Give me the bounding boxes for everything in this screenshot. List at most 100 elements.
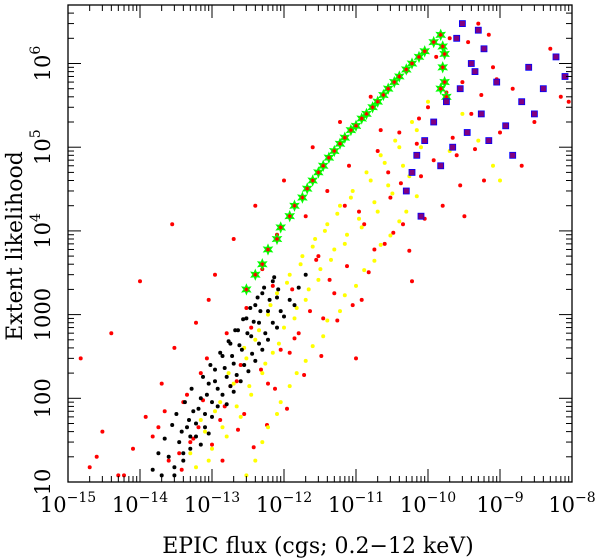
data-point	[338, 309, 342, 314]
data-point	[222, 366, 227, 370]
data-point	[213, 367, 217, 372]
data-point	[292, 316, 297, 321]
data-point	[210, 414, 214, 419]
data-point	[251, 445, 256, 450]
data-point	[244, 316, 249, 321]
data-point	[259, 367, 263, 372]
data-point	[442, 98, 450, 106]
data-point	[310, 145, 315, 150]
data-point	[287, 272, 292, 277]
data-point	[493, 78, 501, 86]
data-point	[372, 200, 377, 205]
data-point	[172, 473, 177, 478]
data-point	[272, 275, 277, 280]
data-point	[226, 371, 231, 376]
data-point	[460, 111, 465, 116]
data-point	[218, 418, 223, 422]
data-point	[362, 268, 367, 273]
data-point	[531, 110, 538, 118]
data-point	[285, 280, 289, 285]
data-point	[262, 285, 267, 290]
data-point	[278, 309, 283, 314]
data-point	[462, 214, 467, 219]
data-point	[203, 425, 207, 430]
data-point	[378, 128, 383, 133]
data-point	[260, 371, 265, 376]
data-point	[94, 454, 99, 459]
data-point	[314, 257, 319, 262]
data-point	[357, 209, 361, 214]
data-point	[220, 392, 225, 397]
data-point	[276, 341, 281, 346]
data-point	[301, 182, 313, 195]
data-point	[253, 358, 258, 363]
data-point	[453, 34, 461, 42]
data-point	[250, 351, 255, 356]
data-point	[150, 434, 155, 439]
data-point	[303, 272, 308, 277]
data-point	[244, 356, 249, 361]
data-point	[378, 88, 389, 102]
data-point	[410, 120, 414, 124]
data-point	[510, 86, 515, 91]
data-point	[302, 373, 307, 377]
data-point	[292, 336, 297, 341]
data-point	[249, 325, 254, 330]
data-point	[319, 354, 324, 358]
data-point	[255, 295, 260, 300]
data-point	[276, 287, 281, 292]
data-point	[460, 80, 465, 85]
data-point	[204, 356, 209, 361]
data-point	[325, 222, 330, 227]
data-point	[426, 105, 430, 110]
data-point	[394, 70, 405, 83]
data-point	[393, 138, 398, 143]
data-point	[179, 429, 184, 434]
data-point	[213, 379, 217, 384]
data-point	[275, 221, 287, 234]
data-point	[156, 451, 161, 456]
data-point	[290, 287, 295, 292]
data-point	[386, 183, 391, 188]
data-point	[189, 386, 194, 391]
data-point	[191, 409, 196, 414]
data-point	[419, 174, 423, 179]
data-point	[303, 214, 308, 219]
data-point	[414, 194, 419, 199]
data-point	[241, 283, 252, 296]
data-point	[402, 187, 410, 195]
data-point	[174, 412, 179, 416]
data-point	[278, 347, 283, 352]
data-point	[359, 225, 364, 230]
tick-label: 10−10	[400, 490, 456, 517]
data-point	[294, 371, 299, 376]
data-point	[203, 429, 207, 434]
data-point	[282, 325, 286, 330]
data-point	[334, 137, 346, 150]
data-point	[194, 320, 198, 325]
axis-ticks-layer	[67, 4, 573, 483]
data-point	[224, 434, 229, 439]
data-point	[390, 191, 395, 196]
data-point	[251, 319, 256, 324]
data-point	[100, 429, 105, 434]
tick-label: 104	[28, 213, 55, 249]
data-point	[325, 189, 330, 193]
y-axis-title: Extent likelihood	[3, 151, 28, 341]
data-point	[339, 131, 351, 144]
data-point	[434, 54, 439, 59]
data-point	[250, 268, 261, 281]
data-point	[471, 68, 479, 75]
data-point	[518, 98, 526, 106]
data-point	[382, 82, 394, 95]
data-point	[263, 361, 268, 366]
data-point	[253, 337, 258, 342]
data-point	[270, 320, 275, 325]
data-point	[138, 279, 142, 284]
data-point	[257, 341, 261, 346]
data-point	[419, 45, 431, 58]
data-point	[321, 316, 326, 321]
data-point	[476, 21, 481, 26]
data-point	[266, 337, 270, 342]
data-point	[262, 243, 274, 256]
